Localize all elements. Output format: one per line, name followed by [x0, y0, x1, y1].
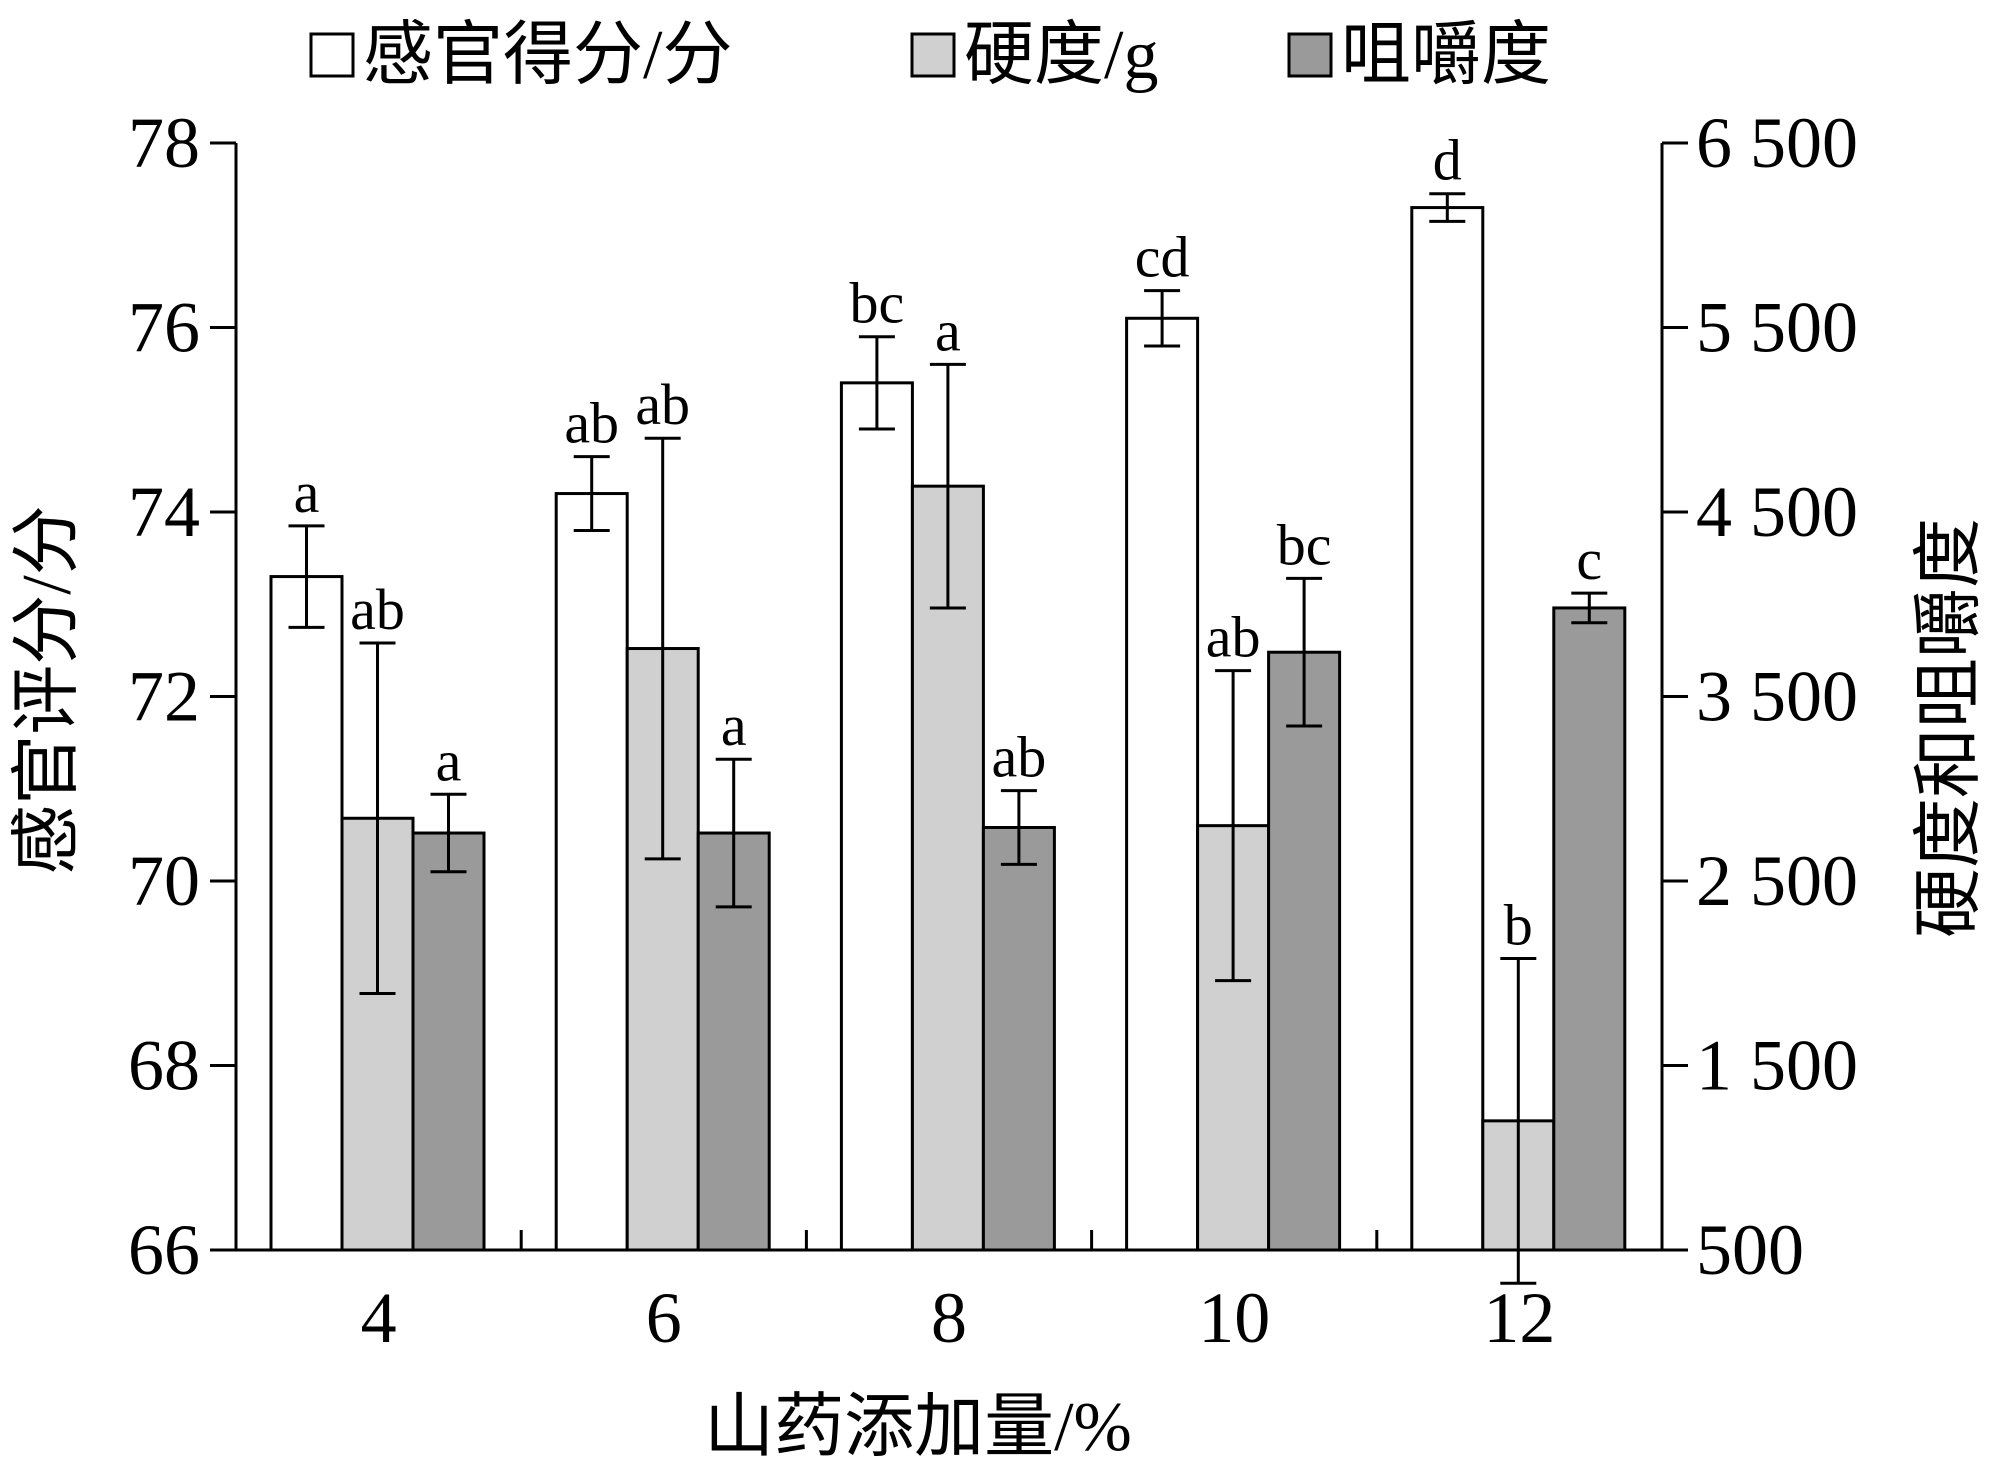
y-left-tick-label: 76	[128, 288, 200, 368]
significance-label: ab	[350, 577, 405, 642]
significance-label: bc	[1277, 512, 1332, 577]
legend-label: 咀嚼度	[1341, 17, 1551, 94]
y-right-tick-label: 6 500	[1696, 103, 1858, 183]
significance-label: d	[1433, 128, 1462, 193]
significance-label: ab	[992, 725, 1047, 790]
legend: 感官得分/分 硬度/g 咀嚼度	[309, 17, 1551, 94]
y-left-tick-label: 70	[128, 841, 200, 921]
significance-label: b	[1504, 892, 1533, 957]
legend-swatch	[910, 32, 956, 78]
y-right-tick-label: 3 500	[1696, 657, 1858, 737]
x-tick-label: 8	[931, 1278, 967, 1358]
bar	[1552, 606, 1627, 1252]
bar	[981, 825, 1056, 1252]
bar	[1125, 316, 1200, 1252]
bar	[1410, 206, 1485, 1252]
significance-label: a	[436, 728, 462, 793]
y-left-tick-label: 68	[128, 1026, 200, 1106]
y-right-tick-label: 2 500	[1696, 841, 1858, 921]
y-left-tick-label: 72	[128, 657, 200, 737]
x-tick-label: 10	[1198, 1278, 1270, 1358]
bar	[839, 381, 914, 1252]
y-left-tick-label: 74	[128, 472, 200, 552]
significance-label: a	[721, 693, 747, 758]
x-tick-label: 12	[1483, 1278, 1555, 1358]
significance-label: ab	[1206, 605, 1261, 670]
significance-label: ab	[564, 391, 619, 456]
y-axis-left-title: 感官评分/分	[9, 505, 86, 874]
legend-swatch	[1287, 32, 1333, 78]
legend-label: 硬度/g	[964, 17, 1158, 94]
significance-label: ab	[635, 372, 690, 437]
y-right-tick-label: 4 500	[1696, 472, 1858, 552]
x-axis-title: 山药添加量/%	[704, 1389, 1132, 1466]
y-right-tick-label: 500	[1696, 1210, 1804, 1290]
bar	[554, 492, 629, 1252]
significance-label: cd	[1135, 225, 1190, 290]
bar	[269, 575, 344, 1252]
x-tick-label: 6	[646, 1278, 682, 1358]
y-left-tick-label: 78	[128, 103, 200, 183]
bar	[411, 831, 486, 1252]
legend-swatch	[309, 32, 355, 78]
y-right-tick-label: 1 500	[1696, 1026, 1858, 1106]
bar	[1267, 650, 1342, 1252]
y-right-tick-label: 5 500	[1696, 288, 1858, 368]
significance-label: bc	[850, 271, 905, 336]
legend-label: 感官得分/分	[363, 17, 732, 94]
significance-label: c	[1576, 527, 1602, 592]
significance-label: a	[294, 460, 320, 525]
x-tick-label: 4	[361, 1278, 397, 1358]
y-left-tick-label: 66	[128, 1210, 200, 1290]
significance-label: a	[935, 298, 961, 363]
y-axis-right-title: 硬度和咀嚼度	[1911, 518, 1988, 938]
